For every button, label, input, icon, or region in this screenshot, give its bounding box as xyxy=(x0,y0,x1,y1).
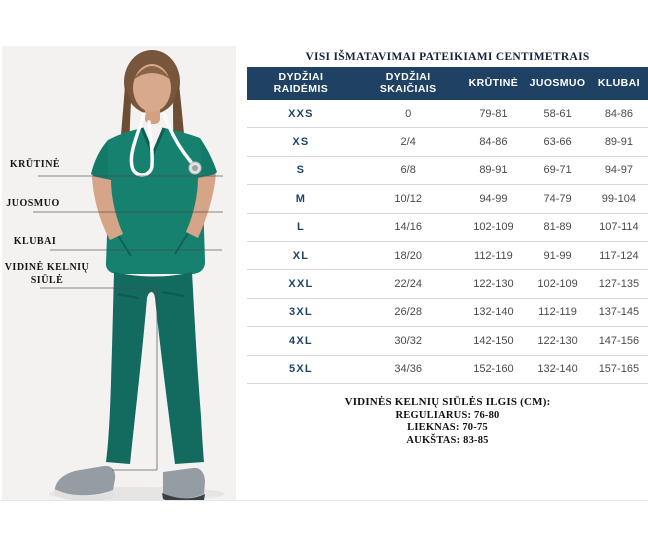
header-size-letters-label: DYDŽIAI RAIDĖMIS xyxy=(273,71,329,95)
inseam-note-slim: LIEKNAS: 70-75 xyxy=(407,422,488,434)
chest-cell: 94-99 xyxy=(479,192,508,205)
table-row: XS 2/4 84-86 63-66 89-91 xyxy=(247,128,648,157)
hips-cell: 107-114 xyxy=(599,221,639,234)
waist-cell: 102-109 xyxy=(537,278,578,291)
table-row: M 10/12 94-99 74-79 99-104 xyxy=(247,185,648,214)
inseam-note-heading: VIDINĖS KELNIŲ SIŪLĖS ILGIS (CM): xyxy=(344,396,551,408)
model-shoes xyxy=(54,465,205,501)
size-number-cell: 0 xyxy=(405,107,412,120)
header-waist-label: JUOSMUO xyxy=(529,76,586,89)
chest-cell: 152-160 xyxy=(473,363,514,376)
stethoscope-icon xyxy=(129,112,202,177)
inseam-measure-label: VIDINĖ KELNIŲ SIŪLĖ xyxy=(4,262,90,286)
chest-measure-label: KRŪTINĖ xyxy=(9,159,61,170)
waist-cell: 69-71 xyxy=(543,164,572,177)
waist-cell: 81-89 xyxy=(543,221,572,234)
hips-cell: 137-145 xyxy=(598,306,640,319)
table-row: XXS 0 79-81 58-61 84-86 xyxy=(247,100,648,129)
waist-cell: 112-119 xyxy=(538,306,577,319)
inseam-note-regular: REGULIARUS: 76-80 xyxy=(395,410,500,421)
model-fringe xyxy=(133,66,171,80)
chest-cell: 84-86 xyxy=(479,136,508,149)
table-header-row: DYDŽIAI RAIDĖMIS DYDŽIAI SKAIČIAIS KRŪTI… xyxy=(247,67,648,100)
table-row: 5XL 34/36 152-160 132-140 157-165 xyxy=(247,356,648,384)
size-letter-cell: 4XL xyxy=(289,334,313,347)
header-chest-label: KRŪTINĖ xyxy=(468,76,519,89)
size-letter-cell: 3XL xyxy=(289,306,313,319)
size-letter-cell: M xyxy=(295,192,307,205)
hips-cell: 89-91 xyxy=(604,136,633,149)
size-letter-cell: XS xyxy=(292,136,310,149)
model-face xyxy=(133,64,171,112)
size-number-cell: 26/28 xyxy=(394,306,422,319)
table-row: S 6/8 89-91 69-71 94-97 xyxy=(247,157,648,186)
waist-cell: 132-140 xyxy=(537,363,578,376)
hips-cell: 84-86 xyxy=(604,107,633,120)
scrub-pants xyxy=(106,272,204,464)
chest-cell: 122-130 xyxy=(473,278,514,291)
size-number-cell: 10/12 xyxy=(394,192,422,205)
size-letter-cell: XXL xyxy=(288,278,314,291)
size-letter-cell: L xyxy=(296,221,305,234)
size-number-cell: 30/32 xyxy=(394,334,422,347)
model-arms xyxy=(92,174,216,240)
header-chest: KRŪTINĖ xyxy=(462,76,526,90)
chest-cell: 112-119 xyxy=(474,249,513,262)
table-row: XXL 22/24 122-130 102-109 127-135 xyxy=(247,270,648,299)
size-letter-cell: 5XL xyxy=(289,363,313,376)
chest-cell: 89-91 xyxy=(479,164,508,177)
size-number-cell: 2/4 xyxy=(400,136,416,149)
photo-bottom-edge xyxy=(0,500,648,501)
size-number-cell: 14/16 xyxy=(394,221,422,234)
chest-cell: 79-81 xyxy=(479,107,508,120)
size-table: DYDŽIAI RAIDĖMIS DYDŽIAI SKAIČIAIS KRŪTI… xyxy=(247,67,648,384)
header-size-numbers-label: DYDŽIAI SKAIČIAIS xyxy=(379,71,437,95)
size-letter-cell: S xyxy=(296,164,306,177)
header-hips-label: KLUBAI xyxy=(597,76,640,89)
waist-cell: 74-79 xyxy=(543,192,572,205)
hips-cell: 94-97 xyxy=(604,164,633,177)
waist-cell: 58-61 xyxy=(543,107,572,120)
header-size-letters: DYDŽIAI RAIDĖMIS xyxy=(247,71,355,95)
inseam-length-note: VIDINĖS KELNIŲ SIŪLĖS ILGIS (CM): REGULI… xyxy=(247,396,648,447)
hips-cell: 127-135 xyxy=(598,278,640,291)
waist-cell: 63-66 xyxy=(543,136,572,149)
header-size-numbers: DYDŽIAI SKAIČIAIS xyxy=(355,71,462,95)
inseam-note-tall: AUKŠTAS: 83-85 xyxy=(406,434,489,446)
hips-cell: 157-165 xyxy=(598,363,640,376)
header-waist: JUOSMUO xyxy=(525,76,590,90)
chest-cell: 132-140 xyxy=(473,306,514,319)
page-title: VISI IŠMATAVIMAI PATEIKIAMI CENTIMETRAIS xyxy=(305,51,590,63)
hips-cell: 117-124 xyxy=(599,249,639,262)
size-number-cell: 34/36 xyxy=(394,363,422,376)
table-row: L 14/16 102-109 81-89 107-114 xyxy=(247,214,648,242)
size-number-cell: 18/20 xyxy=(394,249,422,262)
size-number-cell: 22/24 xyxy=(394,278,422,291)
hips-cell: 99-104 xyxy=(601,192,637,205)
hips-measure-label: KLUBAI xyxy=(13,236,57,247)
model-illustration xyxy=(33,50,225,501)
hips-cell: 147-156 xyxy=(598,334,640,347)
waist-cell: 122-130 xyxy=(537,334,578,347)
header-hips: KLUBAI xyxy=(590,76,648,90)
table-row: 4XL 30/32 142-150 122-130 147-156 xyxy=(247,327,648,356)
size-letter-cell: XL xyxy=(292,249,310,262)
table-row: 3XL 26/28 132-140 112-119 137-145 xyxy=(247,299,648,328)
waist-cell: 91-99 xyxy=(543,249,572,262)
waist-measure-label: JUOSMUO xyxy=(6,198,60,209)
table-row: XL 18/20 112-119 91-99 117-124 xyxy=(247,242,648,271)
size-number-cell: 6/8 xyxy=(400,164,416,177)
size-letter-cell: XXS xyxy=(288,107,314,120)
model-photo xyxy=(2,46,236,501)
chest-cell: 102-109 xyxy=(473,221,514,234)
chest-cell: 142-150 xyxy=(473,334,514,347)
